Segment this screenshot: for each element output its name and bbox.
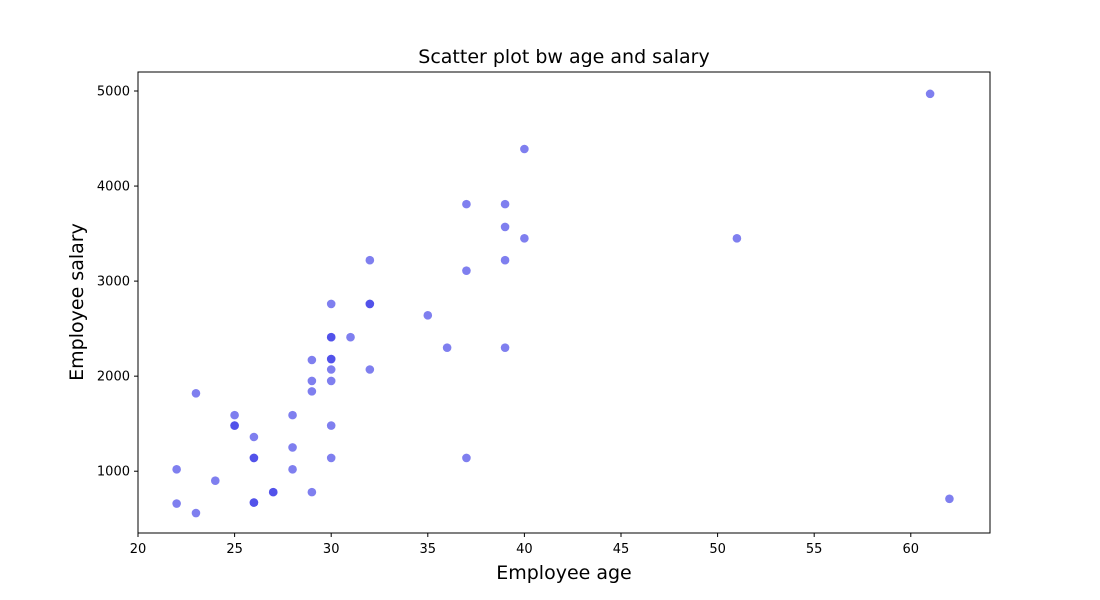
data-point [288, 410, 297, 420]
data-point [365, 365, 375, 374]
data-point [500, 222, 510, 232]
y-tick-label: 1000 [97, 465, 130, 480]
y-tick-label: 2000 [97, 370, 130, 385]
data-point [249, 453, 259, 463]
y-tick-label: 5000 [97, 85, 130, 100]
data-point [462, 453, 471, 463]
data-points [172, 89, 954, 518]
x-tick-label: 35 [420, 542, 437, 557]
data-point [520, 234, 529, 243]
data-point [500, 255, 510, 265]
data-point [326, 376, 336, 386]
x-axis-title: Employee age [496, 562, 632, 584]
data-point [172, 465, 181, 474]
data-point [365, 299, 375, 309]
data-point [307, 487, 317, 497]
data-point [423, 311, 433, 320]
y-tick-label: 3000 [97, 275, 130, 290]
data-point [326, 299, 336, 309]
plot-area [137, 71, 991, 534]
data-point [191, 508, 201, 518]
data-point [945, 494, 954, 504]
data-point [268, 487, 278, 497]
data-point [210, 476, 220, 486]
data-point [365, 255, 375, 265]
data-point [288, 443, 297, 452]
data-point [442, 343, 452, 352]
data-point [462, 266, 471, 275]
y-axis-title: Employee salary [66, 223, 88, 381]
data-point [249, 498, 259, 507]
y-axis: 1000 2000 3000 4000 5000 [97, 85, 138, 480]
x-tick-label: 45 [613, 542, 630, 557]
data-point [307, 387, 317, 396]
x-tick-label: 55 [806, 542, 823, 557]
data-point [326, 354, 336, 364]
x-axis: 20 25 30 35 40 45 50 55 60 [130, 533, 919, 557]
data-point [230, 421, 239, 430]
data-point [191, 388, 201, 398]
data-point [925, 89, 935, 99]
data-point [732, 234, 742, 243]
chart-title: Scatter plot bw age and salary [418, 46, 709, 68]
data-point [326, 421, 336, 430]
x-tick-label: 60 [903, 542, 920, 557]
data-point [249, 432, 259, 442]
x-tick-label: 50 [709, 542, 726, 557]
x-tick-label: 25 [226, 542, 243, 557]
y-tick-label: 4000 [97, 180, 130, 195]
data-point [346, 332, 355, 342]
data-point [326, 365, 336, 374]
data-point [307, 355, 317, 365]
data-point [230, 410, 239, 420]
data-point [288, 465, 297, 474]
data-point [462, 199, 471, 209]
x-tick-label: 20 [130, 542, 147, 557]
data-point [172, 499, 181, 508]
x-tick-label: 40 [516, 542, 533, 557]
data-point [500, 343, 510, 352]
data-point [500, 199, 510, 209]
data-point [326, 453, 336, 463]
data-point [326, 332, 336, 342]
data-point [520, 144, 529, 154]
data-point [307, 376, 317, 386]
x-tick-label: 30 [323, 542, 340, 557]
